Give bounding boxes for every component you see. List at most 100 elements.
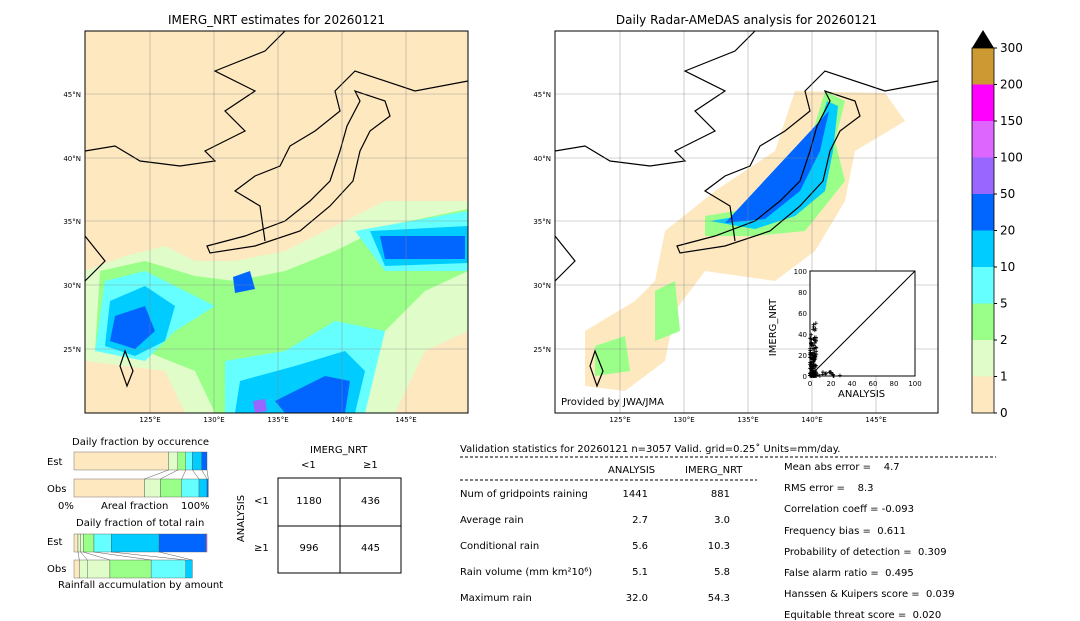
colorbar-segment [972,303,994,340]
fraction-bar-segment [201,451,208,471]
lat-tick-label: 40°N [533,155,551,163]
fraction-bar-segment [168,451,178,471]
fraction-bar-segment [87,559,111,579]
stats-col-analysis: ANALYSIS [608,465,656,476]
connector-line [206,469,209,480]
colorbar-label: 50 [1000,187,1015,201]
connector-line [80,551,88,561]
fraction-bar-segment [185,451,193,471]
taiwan-coastline [589,349,604,388]
scatter-point [809,332,814,337]
coastline [554,235,576,282]
fraction-bar-segment [73,478,145,498]
lon-tick-label: 125°E [609,416,630,424]
colorbar-label: 300 [1000,41,1023,55]
credit-label: Provided by JWA/JMA [561,397,664,408]
scatter-point [813,370,818,375]
score-line: Frequency bias = 0.611 [784,525,906,537]
fraction-bar-segment [83,533,95,553]
stats-row-label: Rain volume (mm km²10⁶) [460,567,593,578]
scatter-point [812,340,817,345]
scatter-point [830,372,835,377]
fraction-bar-segment [109,559,152,579]
scatter-y-tick: 0 [803,373,807,381]
occ-est-label: Est [47,457,63,468]
contingency-row-ge1: ≥1 [254,543,269,554]
lat-tick-label: 30°N [533,282,551,290]
colorbar-segment [972,157,994,194]
scatter-x-tick: 60 [869,380,878,388]
connector-line [77,551,80,561]
scatter-y-tick: 60 [798,310,807,318]
fraction-bar-segment [177,451,186,471]
fraction-bar-segment [198,478,208,498]
scatter-point [808,346,813,351]
rain-area [725,111,829,223]
scatter-point [814,349,819,354]
stats-row-imerg: 54.3 [707,593,730,604]
lon-tick-label: 145°E [865,416,886,424]
lon-tick-label: 145°E [395,416,416,424]
colorbar-segment [972,48,994,85]
fraction-bar-segment [160,478,182,498]
coastline [84,235,106,282]
colorbar-label: 200 [1000,78,1023,92]
scatter-point [808,352,813,357]
fraction-bar-segment [73,451,169,471]
rain-area [655,281,680,341]
fraction-bar-segment [206,478,209,498]
lat-tick-label: 25°N [533,346,551,354]
scatter-point [820,370,825,375]
stats-row-label: Average rain [460,515,524,526]
occurrence-title: Daily fraction by occurence [72,437,210,448]
japan-coastline [206,89,391,254]
colorbar-segment [972,121,994,158]
connector-line [144,469,169,480]
cell-12: 436 [360,496,381,507]
rain-area [275,376,350,413]
fraction-bar-segment [77,533,81,553]
lon-tick-label: 130°E [203,416,224,424]
connector-line [160,469,178,480]
rain-xlabel: Rainfall accumulation by amount [58,580,224,591]
scatter-x-tick: 80 [890,380,899,388]
scatter-ylabel: IMERG_NRT [768,298,780,357]
connector-line [192,469,200,480]
rain-area [110,306,155,349]
contingency-row-lt1: <1 [254,496,269,507]
colorbar-label: 0 [1000,406,1008,420]
connector-line [201,469,208,480]
connector-line [83,551,110,561]
lon-tick-label: 130°E [673,416,694,424]
stats-row-imerg: 881 [710,489,730,500]
lat-tick-label: 35°N [533,218,551,226]
scatter-point [814,345,819,350]
connector-line [111,551,186,561]
stats-col-imerg: IMERG_NRT [685,465,743,476]
lat-tick-label: 25°N [63,346,81,354]
coastline [703,70,939,242]
lat-tick-label: 45°N [63,91,81,99]
stats-row-label: Maximum rain [460,593,532,604]
occ-xlabel: Areal fraction [101,501,169,512]
scatter-y-tick: 80 [798,289,807,297]
fraction-bar-segment [111,533,160,553]
colorbar-segment [972,376,994,413]
stats-row-label: Conditional rain [460,541,540,552]
scatter-point [812,335,817,340]
score-line: Correlation coeff = -0.093 [784,504,914,516]
rain-obs-label: Obs [47,564,67,575]
fraction-bar-segment [158,533,206,553]
contingency-col-title: IMERG_NRT [310,445,368,456]
lon-tick-label: 140°E [801,416,822,424]
rain-fraction-title: Daily fraction of total rain [76,518,205,529]
contingency-col-ge1: ≥1 [363,460,378,471]
stats-row-imerg: 3.0 [714,515,730,526]
connector-line [93,551,152,561]
left-map-title: IMERG_NRT estimates for 20260121 [168,13,385,27]
fraction-bar-segment [144,478,161,498]
scatter-point [811,355,816,360]
score-line: Hanssen & Kuipers score = 0.039 [784,589,955,601]
fraction-bar-segment [93,533,112,553]
coastline [84,30,286,167]
